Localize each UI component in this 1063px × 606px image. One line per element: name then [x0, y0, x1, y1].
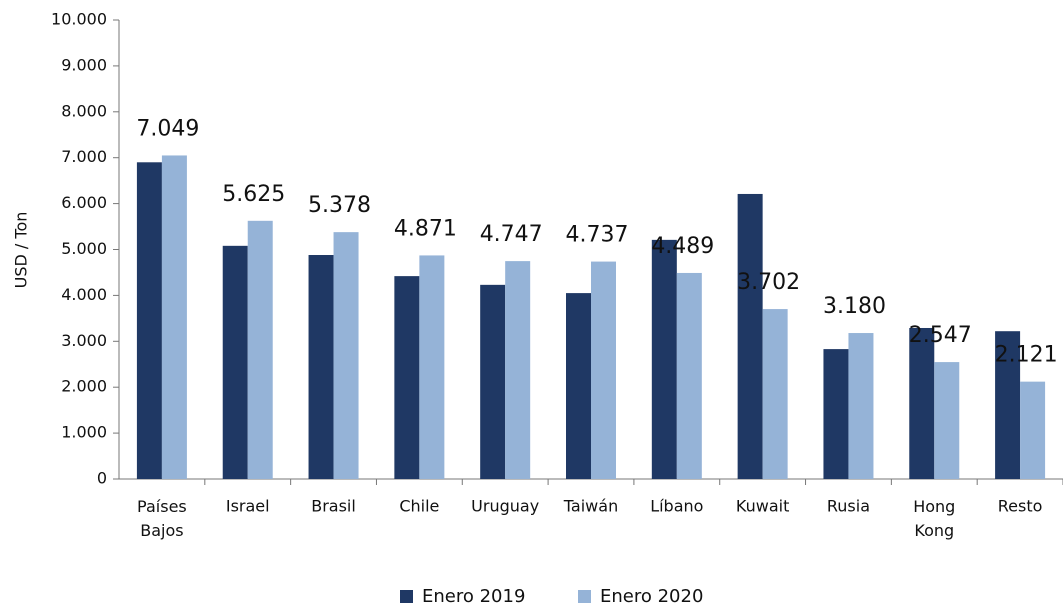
y-axis-label: USD / Ton: [12, 212, 31, 289]
y-tick-label: 1.000: [61, 423, 107, 442]
legend-swatch: [578, 590, 591, 603]
legend-label: Enero 2019: [422, 586, 525, 606]
value-label: 5.378: [308, 193, 371, 218]
y-tick-label: 8.000: [61, 101, 107, 120]
x-tick-label: Hong Kong: [913, 497, 955, 540]
bar: [566, 293, 591, 479]
bar: [222, 245, 248, 479]
value-label: 4.489: [651, 234, 714, 259]
bar: [419, 255, 445, 479]
value-label: 4.871: [394, 216, 457, 241]
y-tick-label: 9.000: [61, 55, 107, 74]
x-tick-label: Líbano: [650, 497, 703, 516]
bar: [651, 239, 677, 479]
bar: [1020, 381, 1046, 479]
x-tick-label: Chile: [399, 497, 439, 516]
y-tick-label: 4.000: [61, 285, 107, 304]
x-tick-label: Brasil: [311, 497, 356, 516]
bar: [480, 284, 506, 479]
y-tick-label: 7.000: [61, 147, 107, 166]
y-tick-label: 3.000: [61, 331, 107, 350]
value-label: 7.049: [136, 116, 199, 141]
value-label: 4.737: [566, 223, 629, 248]
x-tick-label: Rusia: [827, 497, 870, 516]
x-tick-label: Países Bajos: [137, 497, 187, 540]
value-label: 3.702: [737, 270, 800, 295]
x-tick-label: Kuwait: [736, 497, 789, 516]
value-label: 2.121: [995, 343, 1058, 368]
legend-label: Enero 2020: [600, 586, 703, 606]
value-label: 3.180: [823, 294, 886, 319]
bar: [394, 276, 420, 479]
y-tick-label: 0: [97, 469, 107, 488]
bar: [247, 220, 273, 479]
bar: [676, 272, 702, 479]
bar: [823, 349, 849, 479]
value-label: 5.625: [222, 182, 285, 207]
y-tick-label: 10.000: [51, 10, 107, 29]
bar: [333, 232, 359, 479]
bar: [848, 333, 874, 479]
x-tick-label: Resto: [998, 497, 1043, 516]
legend-swatch: [400, 590, 413, 603]
bar: [161, 155, 187, 479]
bar: [934, 362, 960, 479]
bar: [909, 327, 935, 479]
bar: [995, 331, 1021, 479]
bar: [308, 255, 334, 479]
value-label: 4.747: [480, 222, 543, 247]
y-tick-label: 5.000: [61, 239, 107, 258]
y-tick-label: 6.000: [61, 193, 107, 212]
y-tick-label: 2.000: [61, 377, 107, 396]
x-tick-label: Uruguay: [471, 497, 539, 516]
value-label: 2.547: [909, 323, 972, 348]
bar: [737, 193, 763, 479]
x-tick-label: Israel: [226, 497, 270, 516]
x-tick-label: Taiwán: [563, 497, 618, 516]
bar: [591, 261, 616, 479]
bar: [762, 309, 788, 479]
bar: [505, 261, 531, 479]
bar: [136, 162, 162, 480]
